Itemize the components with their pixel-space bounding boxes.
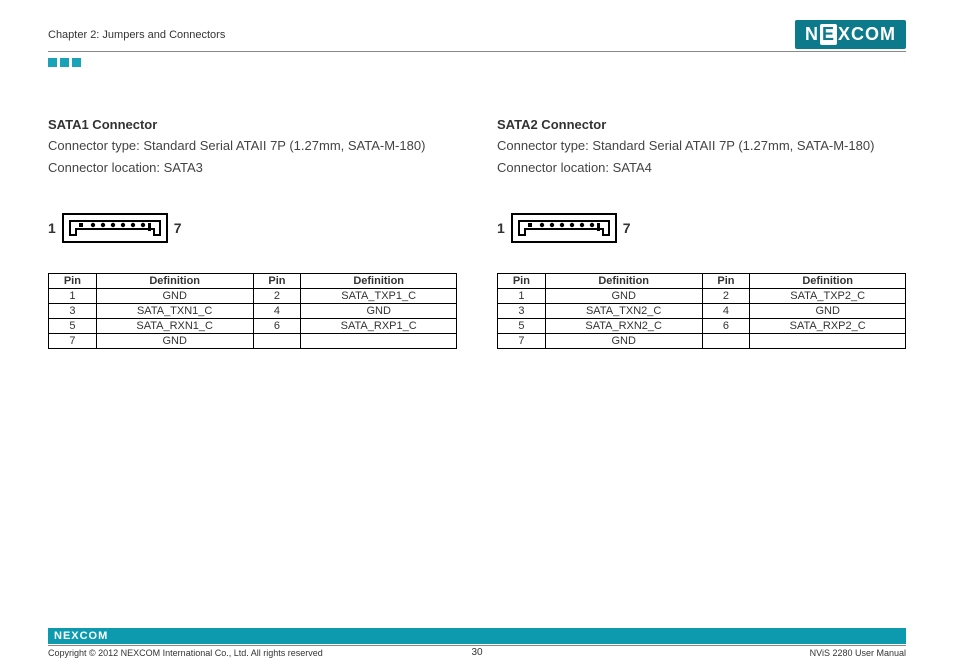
page-number: 30 xyxy=(471,647,482,658)
table-row: 5SATA_RXN2_C6SATA_RXP2_C xyxy=(498,319,906,334)
sata2-loc: Connector location: SATA4 xyxy=(497,158,906,178)
chapter-label: Chapter 2: Jumpers and Connectors xyxy=(48,29,225,41)
footer-bar: NEXCOM xyxy=(48,628,906,644)
table-row: 1GND2SATA_TXP2_C xyxy=(498,289,906,304)
sata2-diagram: 1 7 xyxy=(497,213,906,243)
sata1-diagram: 1 7 xyxy=(48,213,457,243)
sata1-pinout-table: Pin Definition Pin Definition 1GND2SATA_… xyxy=(48,273,457,349)
sata2-column: SATA2 Connector Connector type: Standard… xyxy=(497,117,906,349)
table-header: Pin xyxy=(702,274,750,289)
sata1-title: SATA1 Connector xyxy=(48,117,457,132)
table-header: Pin xyxy=(498,274,546,289)
sata1-pin7-label: 7 xyxy=(174,220,182,236)
table-header: Pin xyxy=(253,274,301,289)
table-header: Definition xyxy=(750,274,906,289)
page-header: Chapter 2: Jumpers and Connectors NEXCOM xyxy=(48,20,906,52)
sata1-type: Connector type: Standard Serial ATAII 7P… xyxy=(48,136,457,156)
sata2-pin1-label: 1 xyxy=(497,220,505,236)
table-row: 3SATA_TXN1_C4GND xyxy=(49,304,457,319)
logo-part-n: N xyxy=(805,24,819,45)
table-header: Definition xyxy=(301,274,457,289)
main-content: SATA1 Connector Connector type: Standard… xyxy=(48,117,906,349)
table-header: Pin xyxy=(49,274,97,289)
manual-name: NViS 2280 User Manual xyxy=(810,648,906,658)
sata2-pinout-table: Pin Definition Pin Definition 1GND2SATA_… xyxy=(497,273,906,349)
decorative-squares xyxy=(48,58,906,67)
sata1-loc: Connector location: SATA3 xyxy=(48,158,457,178)
logo-part-e: E xyxy=(820,24,837,45)
sata2-pin7-label: 7 xyxy=(623,220,631,236)
table-header: Definition xyxy=(96,274,253,289)
sata1-pin1-label: 1 xyxy=(48,220,56,236)
table-row: 3SATA_TXN2_C4GND xyxy=(498,304,906,319)
sata2-title: SATA2 Connector xyxy=(497,117,906,132)
sata1-column: SATA1 Connector Connector type: Standard… xyxy=(48,117,457,349)
table-row: 5SATA_RXN1_C6SATA_RXP1_C xyxy=(49,319,457,334)
sata2-type: Connector type: Standard Serial ATAII 7P… xyxy=(497,136,906,156)
table-row: 1GND2SATA_TXP1_C xyxy=(49,289,457,304)
table-header: Definition xyxy=(545,274,702,289)
copyright-text: Copyright © 2012 NEXCOM International Co… xyxy=(48,648,323,658)
logo-part-xcom: XCOM xyxy=(838,24,896,45)
connector-icon xyxy=(511,213,617,243)
brand-logo: NEXCOM xyxy=(795,20,906,49)
connector-icon xyxy=(62,213,168,243)
footer-logo: NEXCOM xyxy=(54,630,108,642)
table-row: 7GND xyxy=(49,334,457,349)
table-row: 7GND xyxy=(498,334,906,349)
